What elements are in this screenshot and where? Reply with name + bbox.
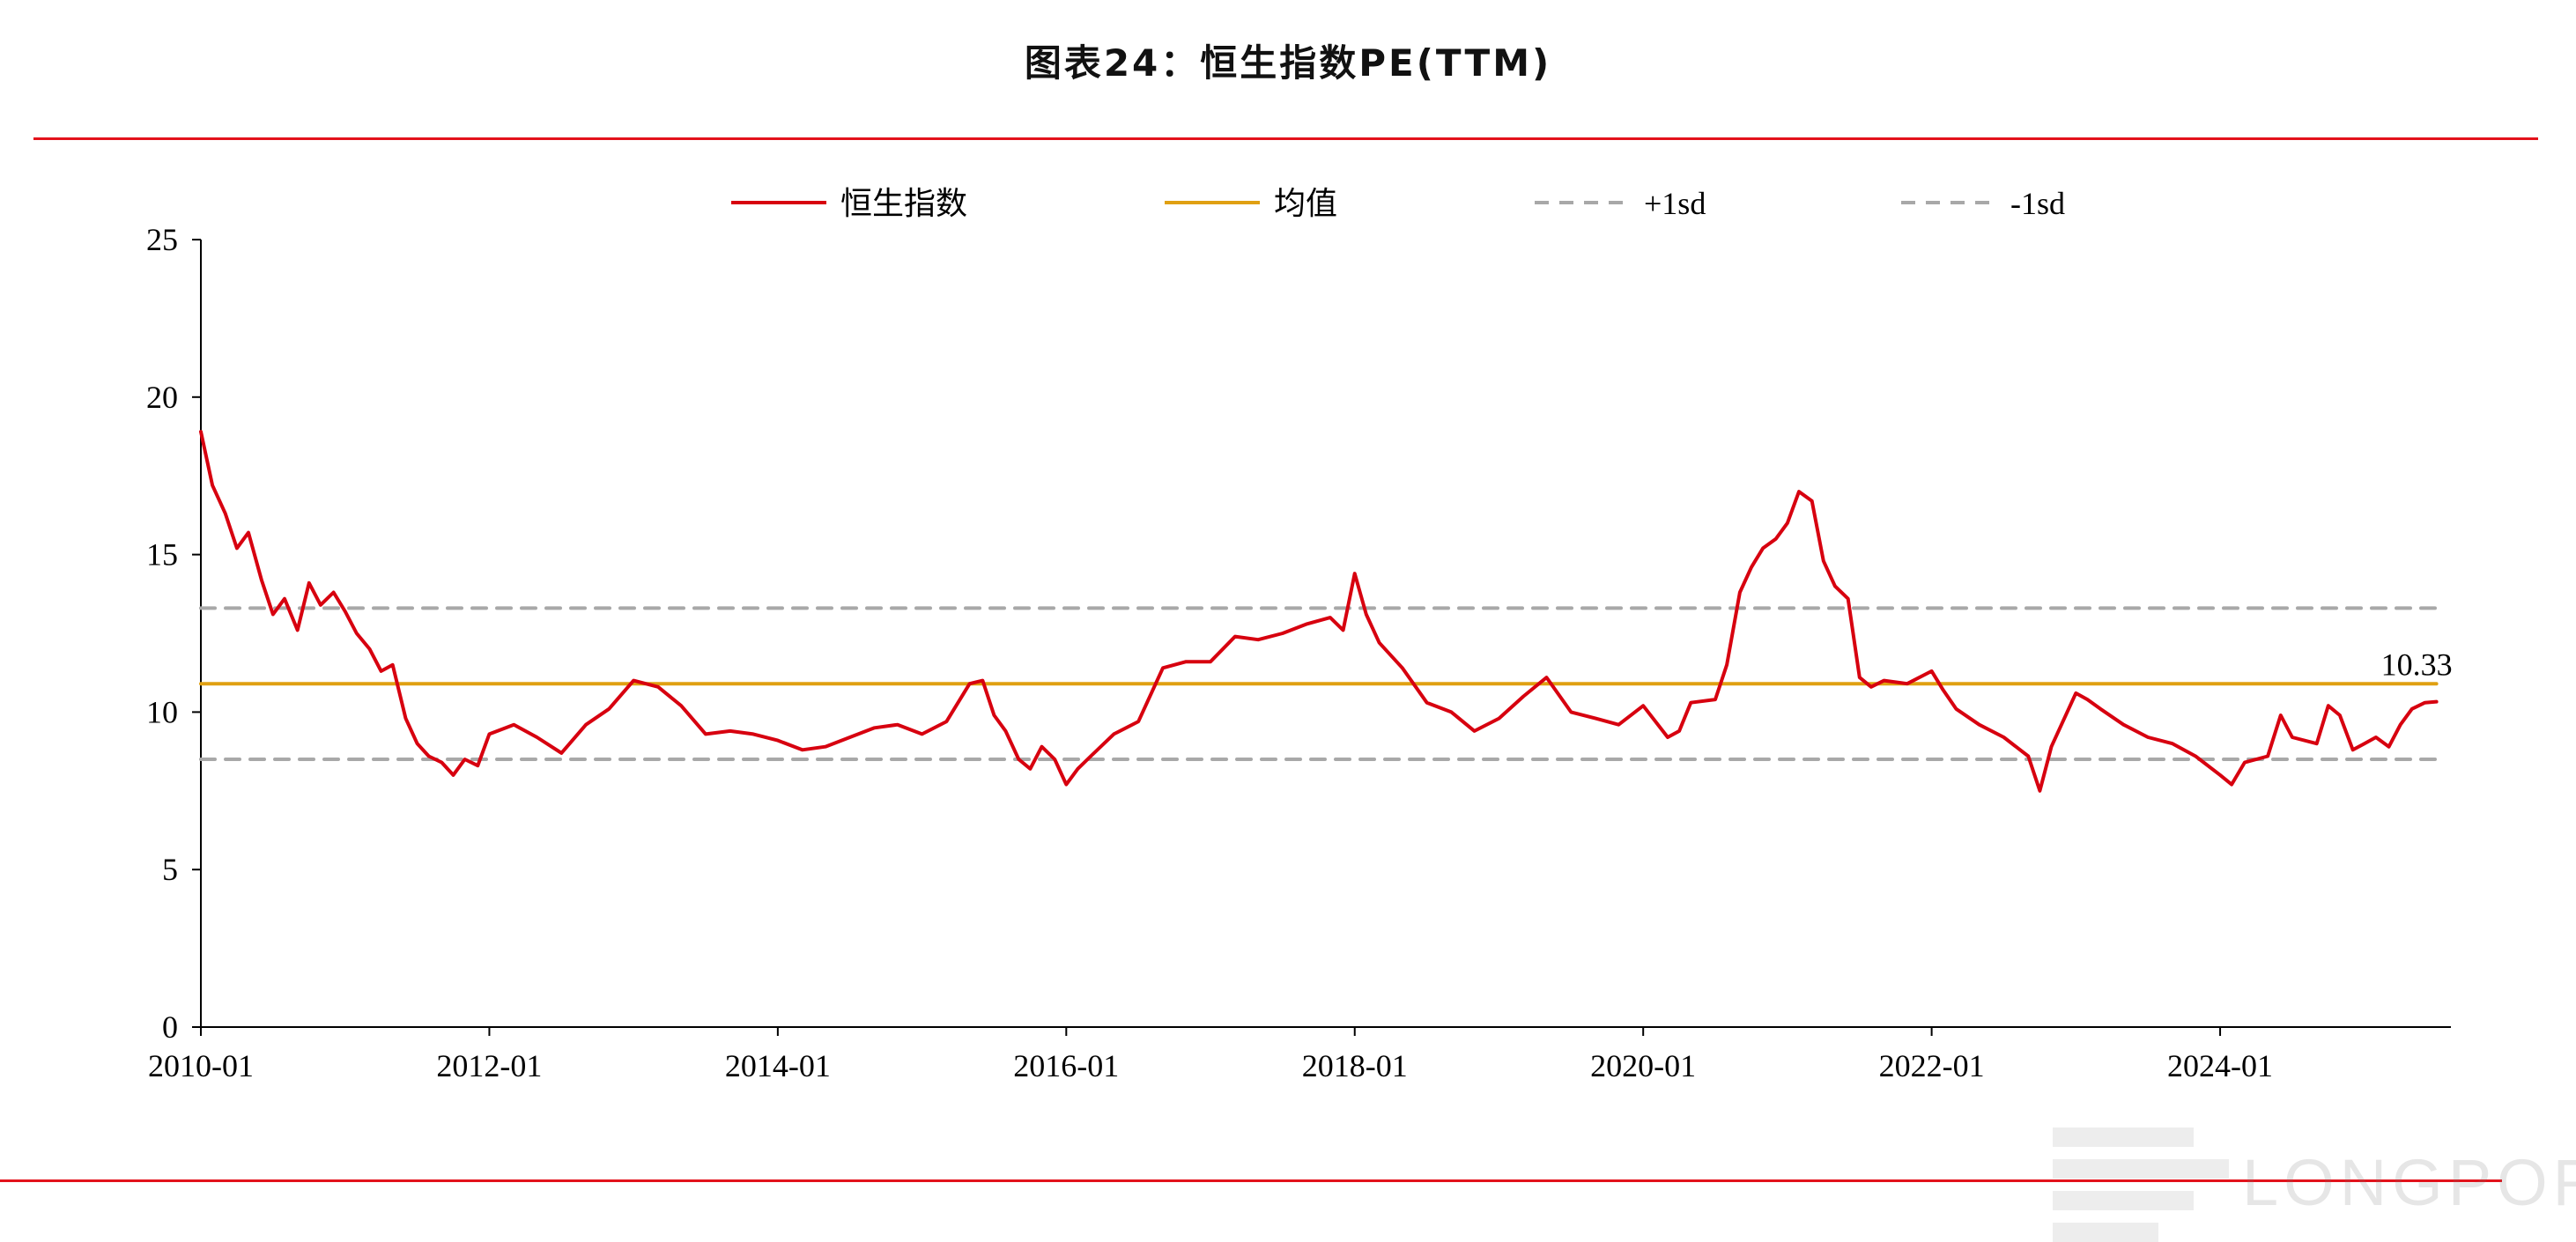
- y-tick-label: 25: [146, 222, 178, 257]
- watermark-text: LONGPORT: [2242, 1146, 2576, 1219]
- x-tick-label: 2022-01: [1879, 1048, 1985, 1083]
- x-tick-label: 2018-01: [1302, 1048, 1408, 1083]
- y-tick-label: 20: [146, 380, 178, 415]
- chart-title: 图表24：恒生指数PE(TTM): [1024, 41, 1552, 85]
- series-group: [199, 430, 2439, 793]
- legend-label: 均值: [1274, 186, 1337, 222]
- legend-label: 恒生指数: [840, 186, 967, 222]
- top-rule: [33, 137, 2538, 140]
- x-tick-label: 2016-01: [1013, 1048, 1119, 1083]
- last-value-label: 10.33: [2381, 647, 2453, 683]
- y-tick-label: 15: [146, 537, 178, 573]
- legend: 恒生指数 均值 +1sd -1sd: [731, 186, 2065, 222]
- annotations: 10.33: [2381, 647, 2453, 683]
- y-tick-label: 5: [162, 852, 178, 887]
- bottom-rule: [0, 1179, 2502, 1182]
- axes: 0 5 10 15 20 25 2010-01 2012-01 2014-01 2016-01 20…: [146, 222, 2451, 1083]
- x-tick-label: 2014-01: [725, 1048, 831, 1083]
- reference-lines: [199, 606, 2439, 761]
- series-line-0: [199, 430, 2439, 793]
- x-tick-label: 2010-01: [148, 1048, 254, 1083]
- y-tick-label: 10: [146, 694, 178, 729]
- legend-label: +1sd: [1644, 186, 1706, 221]
- legend-label: -1sd: [2010, 186, 2065, 221]
- x-tick-label: 2012-01: [436, 1048, 542, 1083]
- x-tick-label: 2024-01: [2167, 1048, 2273, 1083]
- longport-logo-watermark: [2053, 1127, 2229, 1242]
- x-tick-label: 2020-01: [1590, 1048, 1696, 1083]
- y-tick-label: 0: [162, 1009, 178, 1045]
